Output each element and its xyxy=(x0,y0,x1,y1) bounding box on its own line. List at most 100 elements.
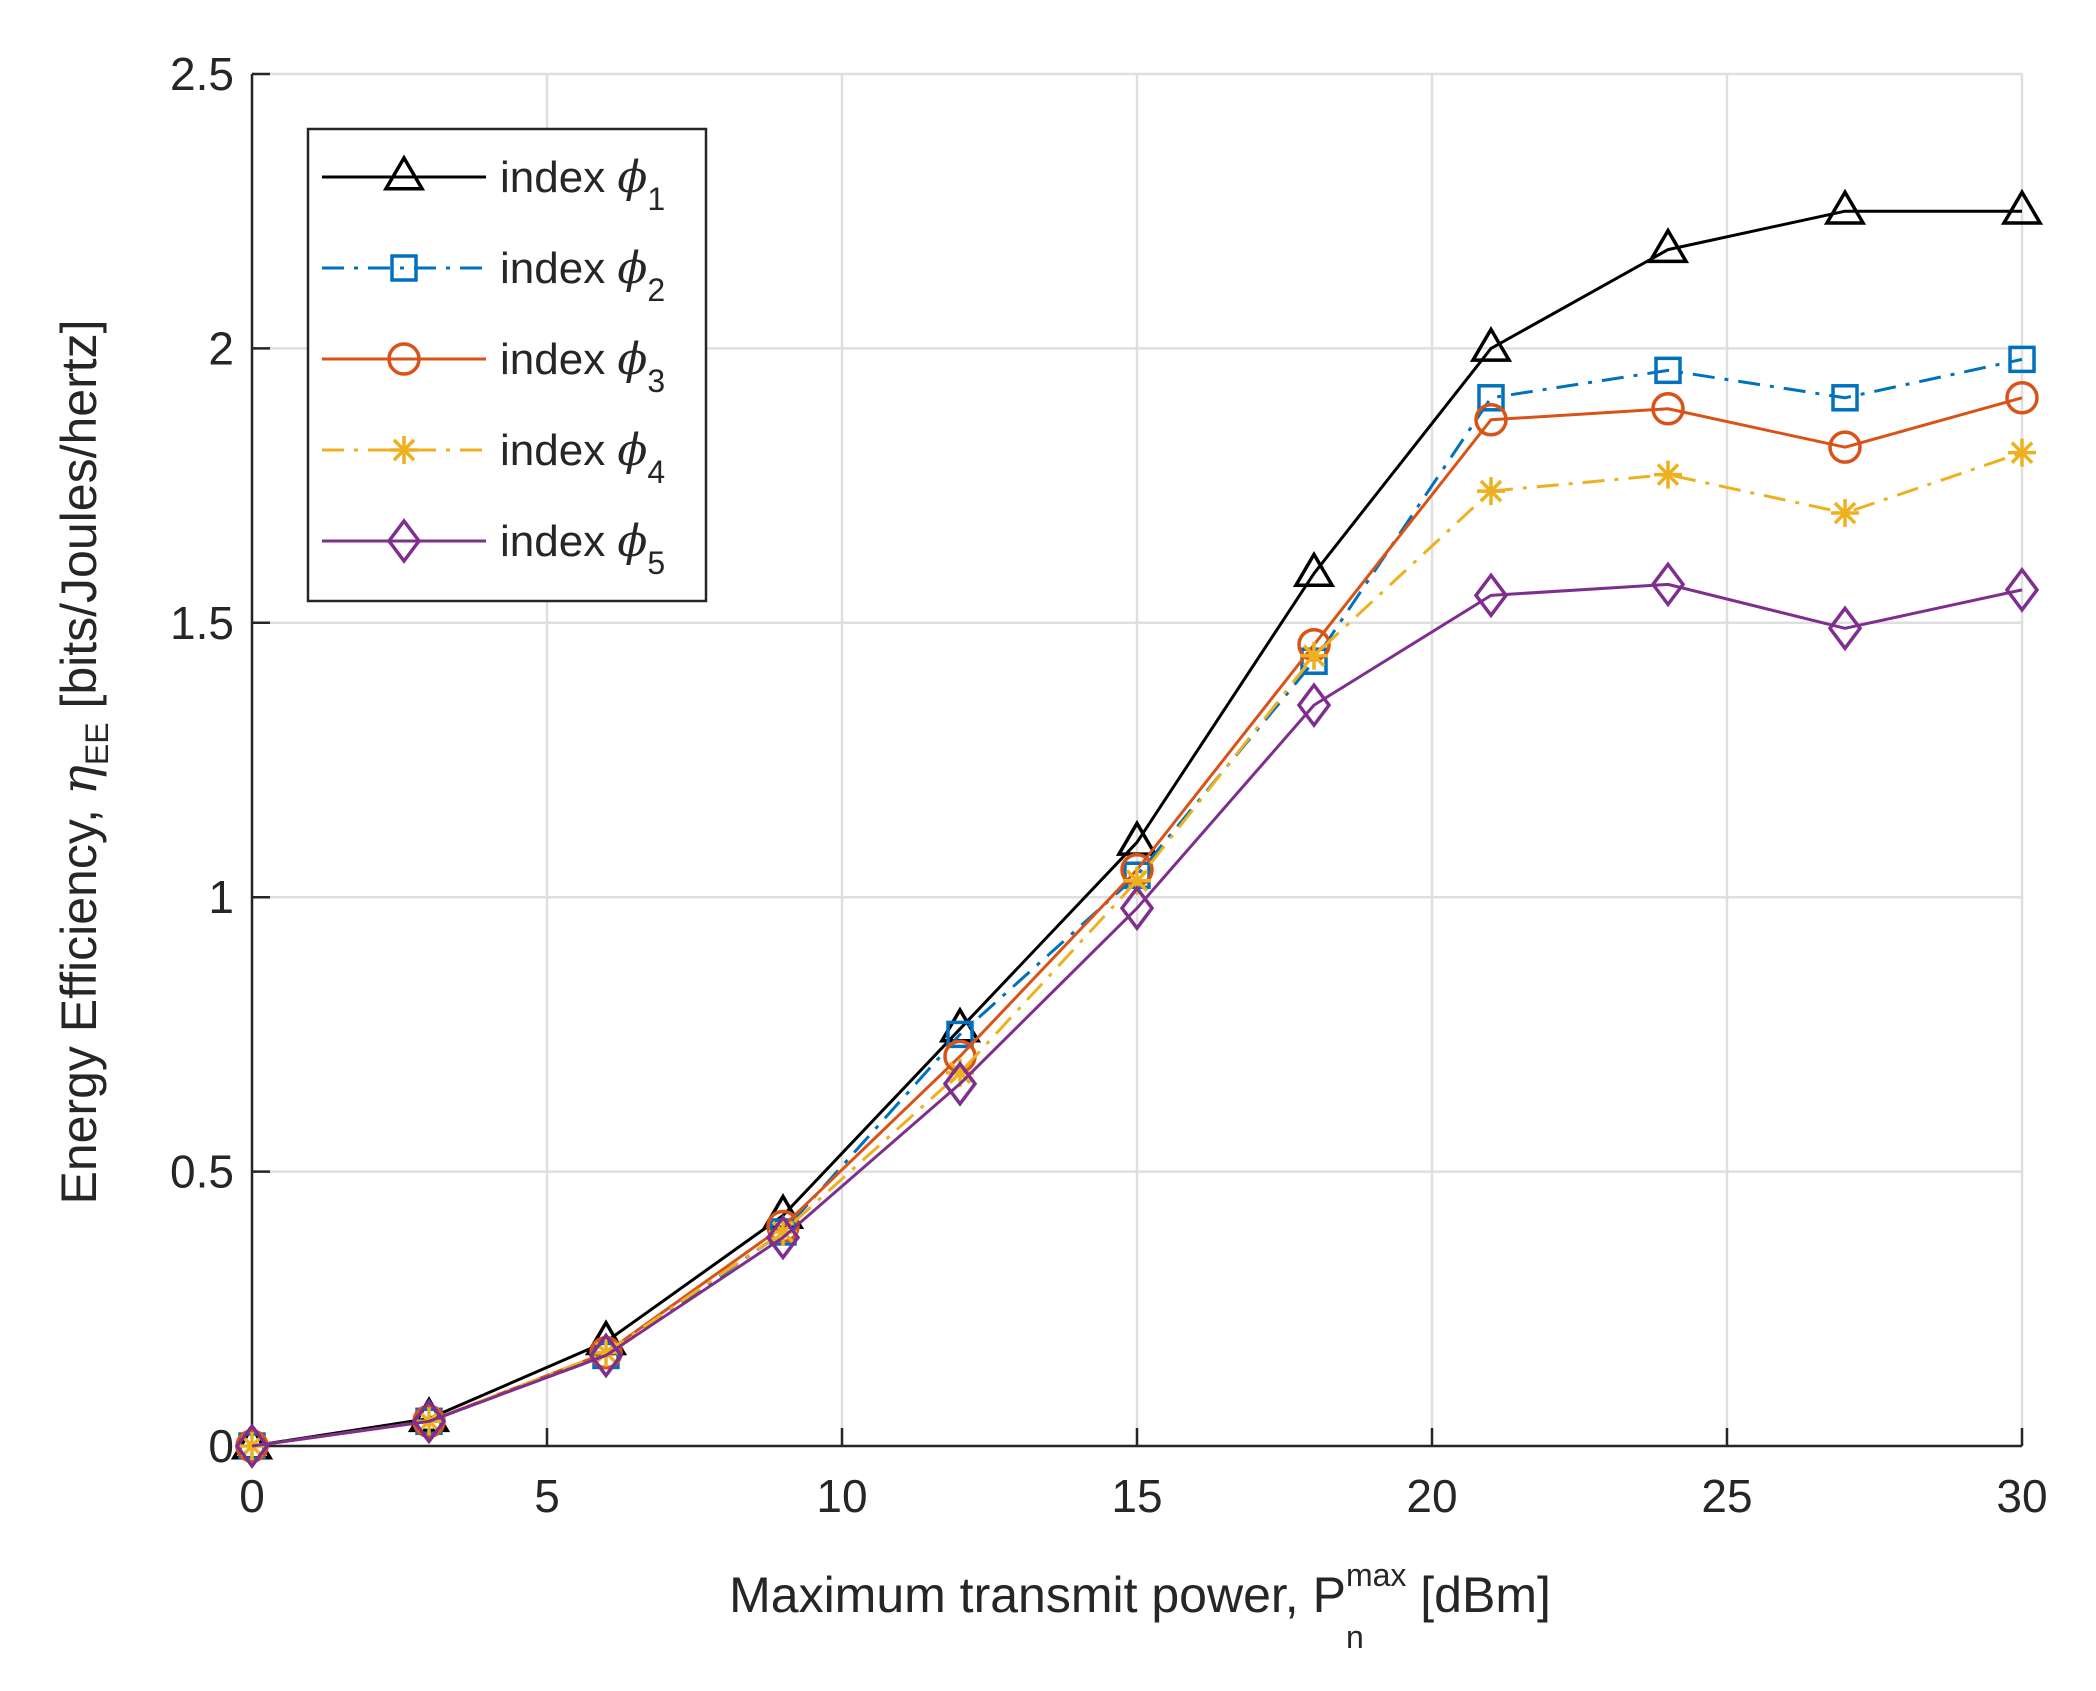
legend-label-symbol: ϕ xyxy=(617,243,647,294)
series-1-point xyxy=(1646,227,1690,264)
legend-label-subscript: 1 xyxy=(647,181,665,217)
legend-marker xyxy=(387,342,421,376)
series-4-point xyxy=(2008,438,2036,467)
legend-label: index ϕ5 xyxy=(500,516,665,581)
x-tick-label: 30 xyxy=(1996,1470,2047,1522)
legend-label-text: index xyxy=(500,244,617,293)
series-1-point xyxy=(1292,550,1336,587)
x-axis-label-superscript: max xyxy=(1346,1557,1406,1593)
star-stroke xyxy=(1833,501,1857,525)
legend-entry-2: index ϕ2 xyxy=(322,243,665,308)
y-axis-label: Energy Efficiency, ηEE [bits/Joules/hert… xyxy=(50,319,115,1204)
axes xyxy=(250,72,2024,1448)
legend-label-text: index xyxy=(500,517,617,566)
series-5-point xyxy=(765,1214,801,1261)
legend-entry-4: index ϕ4 xyxy=(322,425,665,490)
x-tick-label: 20 xyxy=(1406,1470,1457,1522)
x-axis-label-unit: [dBm] xyxy=(1406,1567,1550,1623)
series-5-point xyxy=(942,1060,978,1107)
legend-label-text: index xyxy=(500,335,617,384)
y-axis-label-subscript: EE xyxy=(79,722,115,765)
legend-label-symbol: ϕ xyxy=(617,425,647,476)
series-5-point xyxy=(1296,682,1332,729)
y-axis-label-symbol: η xyxy=(50,765,108,795)
x-tick-label: 10 xyxy=(816,1470,867,1522)
series-2-point xyxy=(946,1020,974,1049)
series-5-line xyxy=(251,582,2023,1448)
series-2-point xyxy=(1654,356,1682,385)
legend-entry-3: index ϕ3 xyxy=(322,334,665,399)
legend-label: index ϕ2 xyxy=(500,243,665,308)
y-tick-label: 2.5 xyxy=(170,48,234,100)
series-2-line xyxy=(251,357,2023,1448)
series-5-point xyxy=(234,1423,270,1469)
legend-label-text: index xyxy=(500,153,617,202)
x-tick-label: 15 xyxy=(1111,1470,1162,1522)
legend-label-symbol: ϕ xyxy=(617,334,647,385)
x-tick-label: 0 xyxy=(239,1470,265,1522)
series-5-point xyxy=(1827,605,1863,652)
series-5-point xyxy=(1473,572,1509,619)
legend-marker xyxy=(390,254,418,282)
series-2-point xyxy=(1831,384,1859,412)
x-tick-label: 5 xyxy=(534,1470,560,1522)
y-tick-label: 1.5 xyxy=(170,597,234,649)
series-5-point xyxy=(2004,566,2040,613)
star-stroke xyxy=(1302,644,1326,668)
series-4-point xyxy=(1654,460,1682,489)
legend-label-subscript: 2 xyxy=(647,272,665,308)
series-5-point xyxy=(1119,885,1155,932)
y-axis-label-main: Energy Efficiency, xyxy=(51,795,107,1204)
series-4-line xyxy=(251,451,2023,1448)
x-axis-label: Maximum transmit power, Pmax n [dBm] xyxy=(729,1557,1551,1655)
tick-labels: 0 5 10 15 20 25 30 0 0.5 1 1.5 2 2.5 xyxy=(170,48,2048,1522)
legend-label: index ϕ1 xyxy=(500,152,665,217)
series-3-point xyxy=(1651,392,1685,426)
legend-entry-1: index ϕ1 xyxy=(322,152,665,217)
star-stroke xyxy=(1656,463,1680,486)
x-tick-label: 25 xyxy=(1701,1470,1752,1522)
series-5-point xyxy=(411,1398,447,1445)
series-4-point xyxy=(1831,499,1859,528)
series-3-point xyxy=(2005,381,2039,415)
star-stroke xyxy=(392,438,416,462)
y-tick-label: 1 xyxy=(208,871,234,923)
x-axis-label-main: Maximum transmit power, P xyxy=(729,1567,1346,1623)
legend-label-symbol: ϕ xyxy=(617,152,647,203)
y-tick-label: 2 xyxy=(208,322,234,374)
legend-box xyxy=(306,127,708,603)
star-stroke xyxy=(1125,869,1149,893)
series-1-point xyxy=(1823,188,1867,225)
legend-entry-5: index ϕ5 xyxy=(322,516,665,581)
series-5 xyxy=(234,561,2040,1469)
legend-marker xyxy=(382,154,426,191)
legend-label-subscript: 4 xyxy=(647,454,665,490)
star-stroke xyxy=(2010,441,2034,464)
series-3-point xyxy=(1474,402,1508,437)
y-tick-label: 0 xyxy=(208,1420,234,1472)
x-axis-label-subscript: n xyxy=(1346,1619,1364,1655)
series-2-point xyxy=(2008,345,2036,374)
series-1-line xyxy=(251,209,2022,1448)
legend-label-text: index xyxy=(500,426,617,475)
legend-marker xyxy=(390,436,418,464)
series-layer xyxy=(230,188,2044,1469)
series-3-point xyxy=(1828,430,1862,464)
star-stroke xyxy=(948,1061,972,1085)
legend-label: index ϕ4 xyxy=(500,425,665,490)
y-axis-label-unit: [bits/Joules/hertz] xyxy=(51,319,107,722)
legend-label-symbol: ϕ xyxy=(617,516,647,567)
star-stroke xyxy=(1479,479,1503,503)
series-2-point xyxy=(1477,384,1505,412)
legend-label-subscript: 3 xyxy=(647,363,665,399)
series-1-point xyxy=(1469,325,1513,362)
series-1-point xyxy=(2000,188,2044,225)
y-tick-label: 0.5 xyxy=(170,1146,234,1198)
legend-label: index ϕ3 xyxy=(500,334,665,399)
series-5-point xyxy=(588,1332,624,1379)
series-4-point xyxy=(1477,477,1505,506)
legend-marker xyxy=(386,518,422,564)
